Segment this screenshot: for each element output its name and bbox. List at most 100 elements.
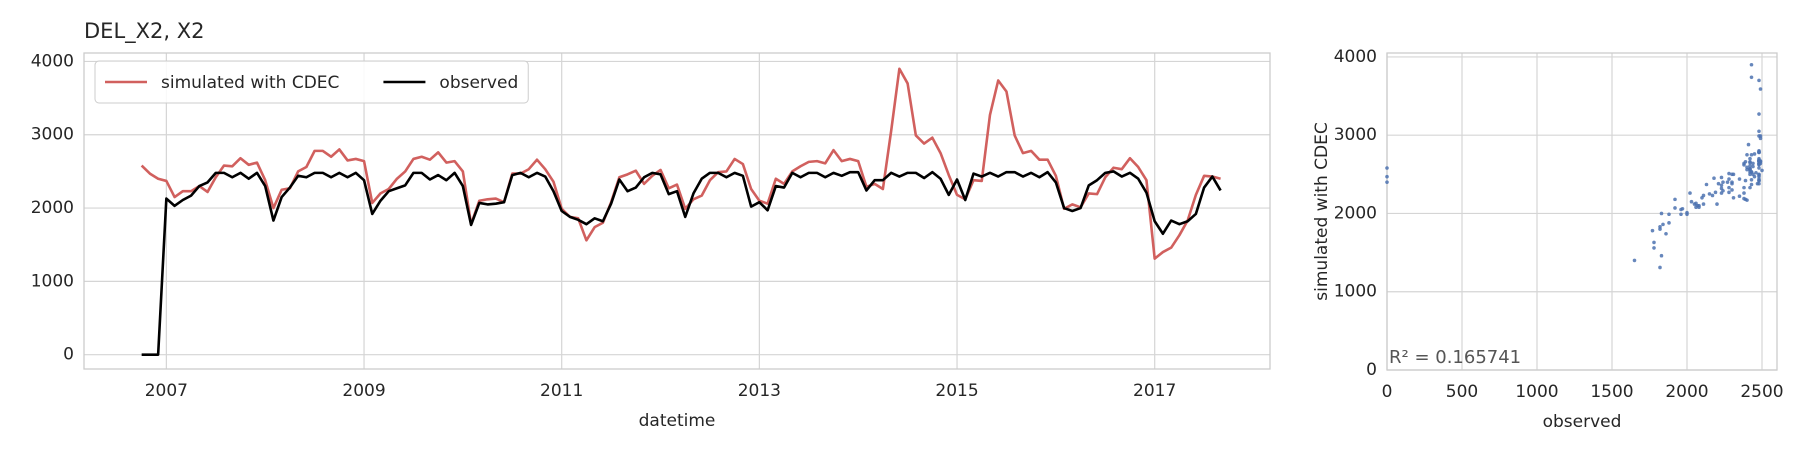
scatter-point [1746,142,1751,147]
series-line [141,170,1222,356]
scatter-point [1748,156,1752,161]
scatter-point [1757,112,1761,116]
scatter-point [1745,152,1749,157]
scatter-point [1748,185,1752,190]
legend-label: simulated with CDEC [161,73,339,93]
scatter-point [1758,134,1763,138]
scatter-point [1748,167,1752,171]
scatter-point [1727,177,1731,181]
scatter-point [1751,161,1755,166]
scatter-point [1731,196,1736,200]
scatter-point [1719,175,1724,180]
x-tick-label: 2500 [1740,382,1783,402]
x-tick-label: 1500 [1590,382,1633,402]
scatter-point [1757,150,1761,155]
scatter-point [1716,181,1721,186]
y-tick-label: 1000 [1334,282,1377,302]
scatter-point [1760,168,1764,173]
x-tick-label: 2000 [1665,382,1708,402]
y-tick-label: 1000 [31,271,74,291]
scatter-point [1658,224,1662,229]
scatter-point [1737,194,1742,199]
scatter-point [1755,181,1760,186]
scatter-point [1673,206,1677,210]
x-tick-label: 2007 [145,381,188,401]
scatter-point [1632,258,1637,263]
scatter-point [1758,87,1763,91]
scatter-point [1752,152,1757,156]
scatter-point [1749,178,1754,182]
scatter-point [1751,164,1755,169]
scatter-point [1652,240,1656,245]
legend: simulated with CDEC observed [94,60,529,104]
x-tick-label: 2009 [342,381,385,401]
y-tick-label: 4000 [1334,47,1377,67]
scatter-point [1664,232,1668,236]
scatter-point [1659,211,1664,216]
scatter-point [1721,188,1725,193]
annotation: R² = 0.165741 [1389,347,1521,368]
scatter-point [1679,207,1683,212]
scatter-point [1749,152,1754,157]
scatter-point [1749,182,1754,187]
y-tick-label: 3000 [31,125,74,145]
series-line [140,67,1221,260]
y-tick-label: 4000 [31,51,74,71]
scatter-point [1710,193,1715,198]
scatter-point [1679,212,1683,217]
scatter-point [1713,190,1718,195]
scatter-point [1721,180,1725,184]
scatter-point [1742,185,1746,190]
scatter-point [1757,178,1761,183]
scatter-point [1704,182,1709,187]
scatter-point [1725,180,1730,184]
scatter-point [1748,159,1752,164]
scatter-point [1688,191,1692,195]
scatter-point [1742,196,1746,201]
x-tick-label: 1000 [1515,382,1558,402]
scatter-point [1685,210,1689,215]
scatter-point [1757,172,1761,177]
x-tick-label: 2013 [738,381,781,401]
scatter-point [1694,201,1698,206]
scatter-point [1697,203,1701,208]
axes-frame [1386,52,1778,371]
x-tick-label: 2015 [935,381,978,401]
x-axis-label: datetime [639,411,716,431]
x-axis-label: observed [1543,412,1622,432]
scatter-point [1659,253,1664,258]
legend-label: observed [439,73,518,93]
scatter-point [1757,78,1761,83]
scatter-point [1727,171,1731,176]
scatter-point [1730,172,1734,177]
scatter-point [1749,62,1754,67]
scatter-point [1707,192,1712,196]
scatter-point [1730,188,1734,192]
scatter-point [1385,174,1389,179]
scatter-point [1667,212,1671,217]
x-tick-label: 500 [1446,382,1478,402]
y-tick-label: 3000 [1334,125,1377,145]
y-axis-label: simulated with CDEC [1312,122,1332,300]
scatter-point [1715,202,1719,206]
scatter-point [1743,178,1748,183]
axes-frame [83,52,1271,370]
scatter-point [1652,246,1656,250]
scatter-point [1727,190,1731,195]
scatter-point [1385,166,1389,170]
scatter-point [1749,170,1754,174]
y-tick-label: 2000 [1334,203,1377,223]
scatter-point [1689,199,1694,204]
scatter-point [1727,185,1731,190]
scatter-point [1701,202,1706,206]
scatter-point [1730,180,1734,184]
scatter-point [1694,205,1698,209]
scatter-point [1754,170,1758,175]
x-tick-label: 2011 [540,381,583,401]
y-tick-label: 0 [1366,360,1377,380]
scatter-point [1658,265,1662,270]
chart-title: DEL_X2, X2 [84,19,204,44]
scatter-point [1385,180,1389,184]
x-tick-label: 2017 [1133,381,1176,401]
